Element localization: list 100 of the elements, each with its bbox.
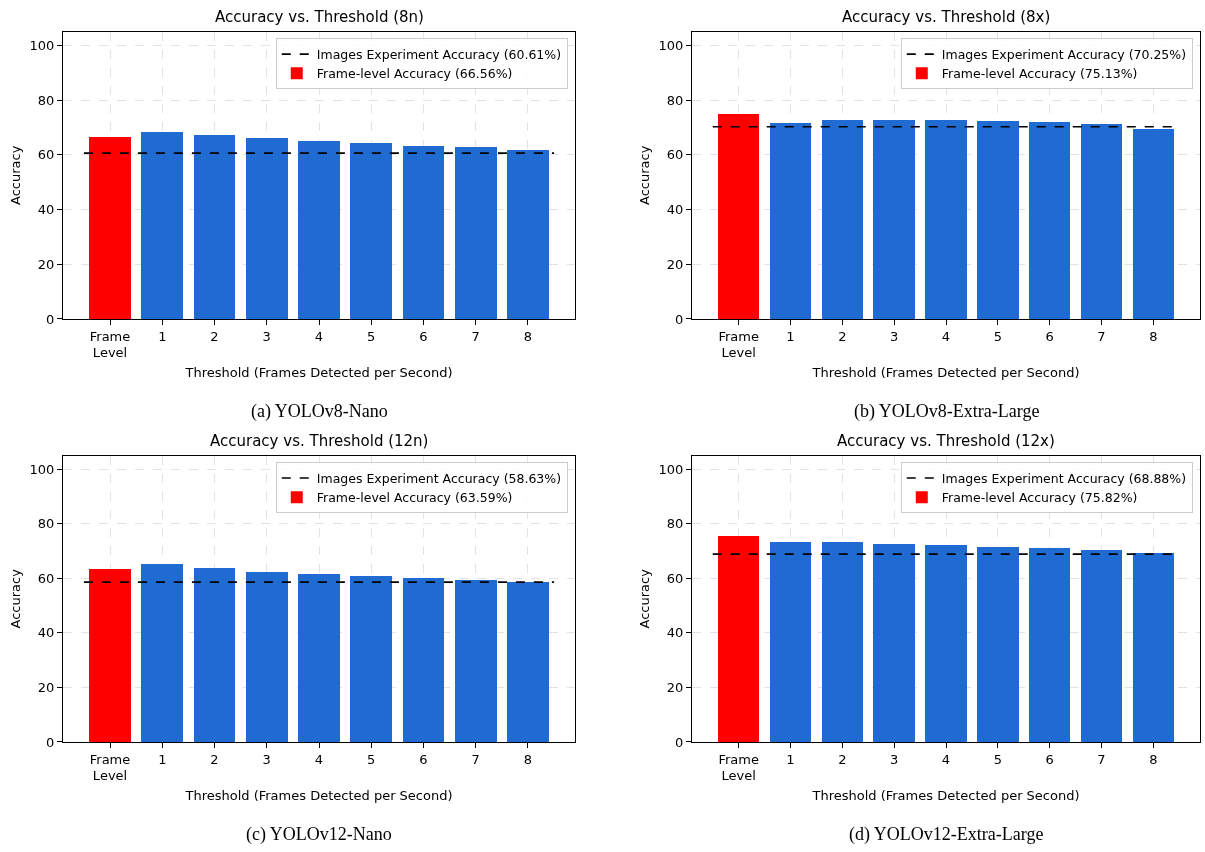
bar <box>770 541 811 742</box>
legend-label: Images Experiment Accuracy (60.61%) <box>316 46 562 62</box>
x-tick-label: 3 <box>890 751 899 767</box>
bar <box>403 577 444 742</box>
x-tick-label: 4 <box>314 751 324 767</box>
y-tick-label: 40 <box>37 202 55 218</box>
y-tick-label: 20 <box>37 256 55 272</box>
bar <box>141 563 183 742</box>
bar <box>89 568 131 742</box>
bar <box>925 544 967 742</box>
x-tick-label: 8 <box>523 751 533 767</box>
legend-label: Frame-level Accuracy (75.13%) <box>941 66 1138 82</box>
x-tick-label: 1 <box>158 751 167 767</box>
y-tick-label: 80 <box>666 516 684 532</box>
x-tick-label: 3 <box>262 751 271 767</box>
bar <box>298 573 340 742</box>
chart-title: Accuracy vs. Threshold (12x) <box>837 432 1055 450</box>
x-axis-title: Threshold (Frames Detected per Second) <box>811 788 1080 804</box>
chart-title: Accuracy vs. Threshold (8x) <box>842 8 1051 26</box>
y-tick-label: 20 <box>666 679 684 695</box>
text: (a) YOLOv8-Nano <box>251 401 388 422</box>
y-tick-label: 60 <box>666 570 684 586</box>
bar <box>350 575 392 742</box>
bar <box>977 546 1019 742</box>
x-tick-label: 1 <box>786 751 795 767</box>
x-tick-label: 1 <box>786 328 795 344</box>
x-tick-label: 5 <box>993 328 1002 344</box>
x-tick-label: 5 <box>367 751 376 767</box>
y-tick-label: 100 <box>658 461 684 477</box>
y-tick-label: 0 <box>46 311 55 327</box>
y-tick-label: 20 <box>666 256 684 272</box>
y-tick-label: 0 <box>675 734 684 750</box>
bar <box>1081 549 1122 742</box>
x-tick-label: Frame Level <box>89 751 131 784</box>
y-axis-title: Accuracy <box>7 568 23 629</box>
y-tick-label: 80 <box>666 92 684 108</box>
x-tick-label: 7 <box>1097 751 1106 767</box>
bar <box>455 579 497 742</box>
x-tick-label: 6 <box>419 751 428 767</box>
x-tick-label: 6 <box>419 328 428 344</box>
y-tick-label: 40 <box>666 202 684 218</box>
bar <box>246 571 288 742</box>
legend-label: Images Experiment Accuracy (70.25%) <box>941 46 1187 62</box>
y-axis-title: Accuracy <box>7 145 23 206</box>
legend-label: Frame-level Accuracy (75.82%) <box>941 490 1138 506</box>
x-tick-label: 2 <box>838 751 847 767</box>
x-tick-label: 8 <box>523 328 533 344</box>
y-tick-label: 80 <box>37 92 55 108</box>
bar <box>873 543 915 742</box>
x-tick-label: 3 <box>890 328 899 344</box>
legend-label: Frame-level Accuracy (66.56%) <box>316 66 513 82</box>
bar <box>194 567 235 742</box>
y-tick-label: 20 <box>37 679 55 695</box>
x-axis-title: Threshold (Frames Detected per Second) <box>184 788 453 804</box>
x-tick-label: 7 <box>471 751 480 767</box>
x-tick-label: 5 <box>993 751 1002 767</box>
bar <box>718 535 759 742</box>
y-tick-label: 40 <box>37 625 55 641</box>
chart-title: Accuracy vs. Threshold (12n) <box>210 432 429 450</box>
x-tick-label: 4 <box>941 328 951 344</box>
legend-label: Images Experiment Accuracy (68.88%) <box>941 470 1187 486</box>
y-tick-label: 0 <box>675 311 684 327</box>
x-tick-label: 4 <box>314 328 324 344</box>
x-tick-label: 5 <box>367 328 376 344</box>
x-tick-label: 8 <box>1149 751 1158 767</box>
y-tick-label: 60 <box>37 147 55 163</box>
x-axis-title: Threshold (Frames Detected per Second) <box>184 365 453 381</box>
y-axis-title: Accuracy <box>636 145 652 206</box>
bar <box>507 581 549 742</box>
x-axis-title: Threshold (Frames Detected per Second) <box>811 365 1080 381</box>
x-tick-label: 2 <box>210 751 219 767</box>
y-tick-label: 100 <box>29 37 55 53</box>
legend-label: Images Experiment Accuracy (58.63%) <box>316 470 562 486</box>
bar <box>1133 552 1174 742</box>
bar <box>1029 547 1070 742</box>
y-tick-label: 60 <box>666 147 684 163</box>
x-tick-label: 8 <box>1149 328 1158 344</box>
text: (b) YOLOv8-Extra-Large <box>854 401 1040 422</box>
x-tick-label: Frame Level <box>718 751 759 784</box>
y-tick-label: 80 <box>37 516 55 532</box>
chart-title: Accuracy vs. Threshold (8n) <box>215 8 424 26</box>
x-tick-label: 7 <box>1097 328 1106 344</box>
y-tick-label: 0 <box>46 734 55 750</box>
y-tick-label: 100 <box>658 37 684 53</box>
text: (c) YOLOv12-Nano <box>246 824 392 845</box>
y-tick-label: 40 <box>666 625 684 641</box>
x-tick-label: 7 <box>471 328 480 344</box>
y-axis-title: Accuracy <box>636 568 652 629</box>
x-tick-label: 3 <box>262 328 271 344</box>
x-tick-label: 6 <box>1045 751 1054 767</box>
y-tick-label: 60 <box>37 570 55 586</box>
x-tick-label: 2 <box>210 328 219 344</box>
y-tick-label: 100 <box>29 461 55 477</box>
text: (d) YOLOv12-Extra-Large <box>849 824 1044 845</box>
x-tick-label: 6 <box>1045 328 1054 344</box>
x-tick-label: 4 <box>941 751 951 767</box>
bar <box>822 541 863 742</box>
x-tick-label: Frame Level <box>89 328 131 361</box>
x-tick-label: Frame Level <box>718 328 759 361</box>
legend-label: Frame-level Accuracy (63.59%) <box>316 490 513 506</box>
